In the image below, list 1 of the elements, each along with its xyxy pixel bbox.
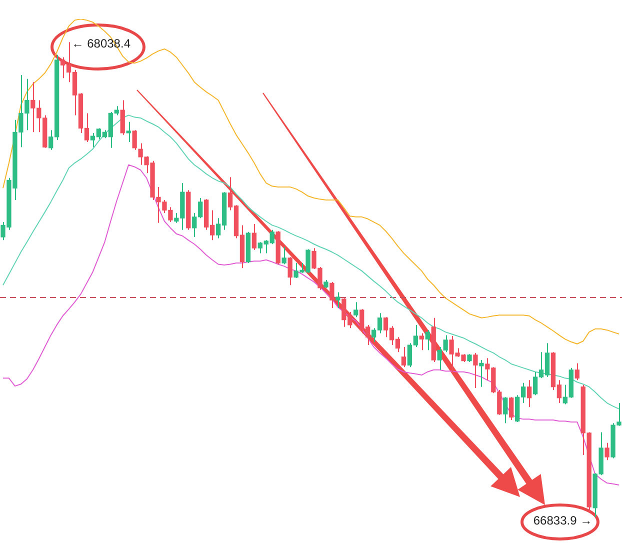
annotation: 66833.9 →	[533, 513, 592, 528]
